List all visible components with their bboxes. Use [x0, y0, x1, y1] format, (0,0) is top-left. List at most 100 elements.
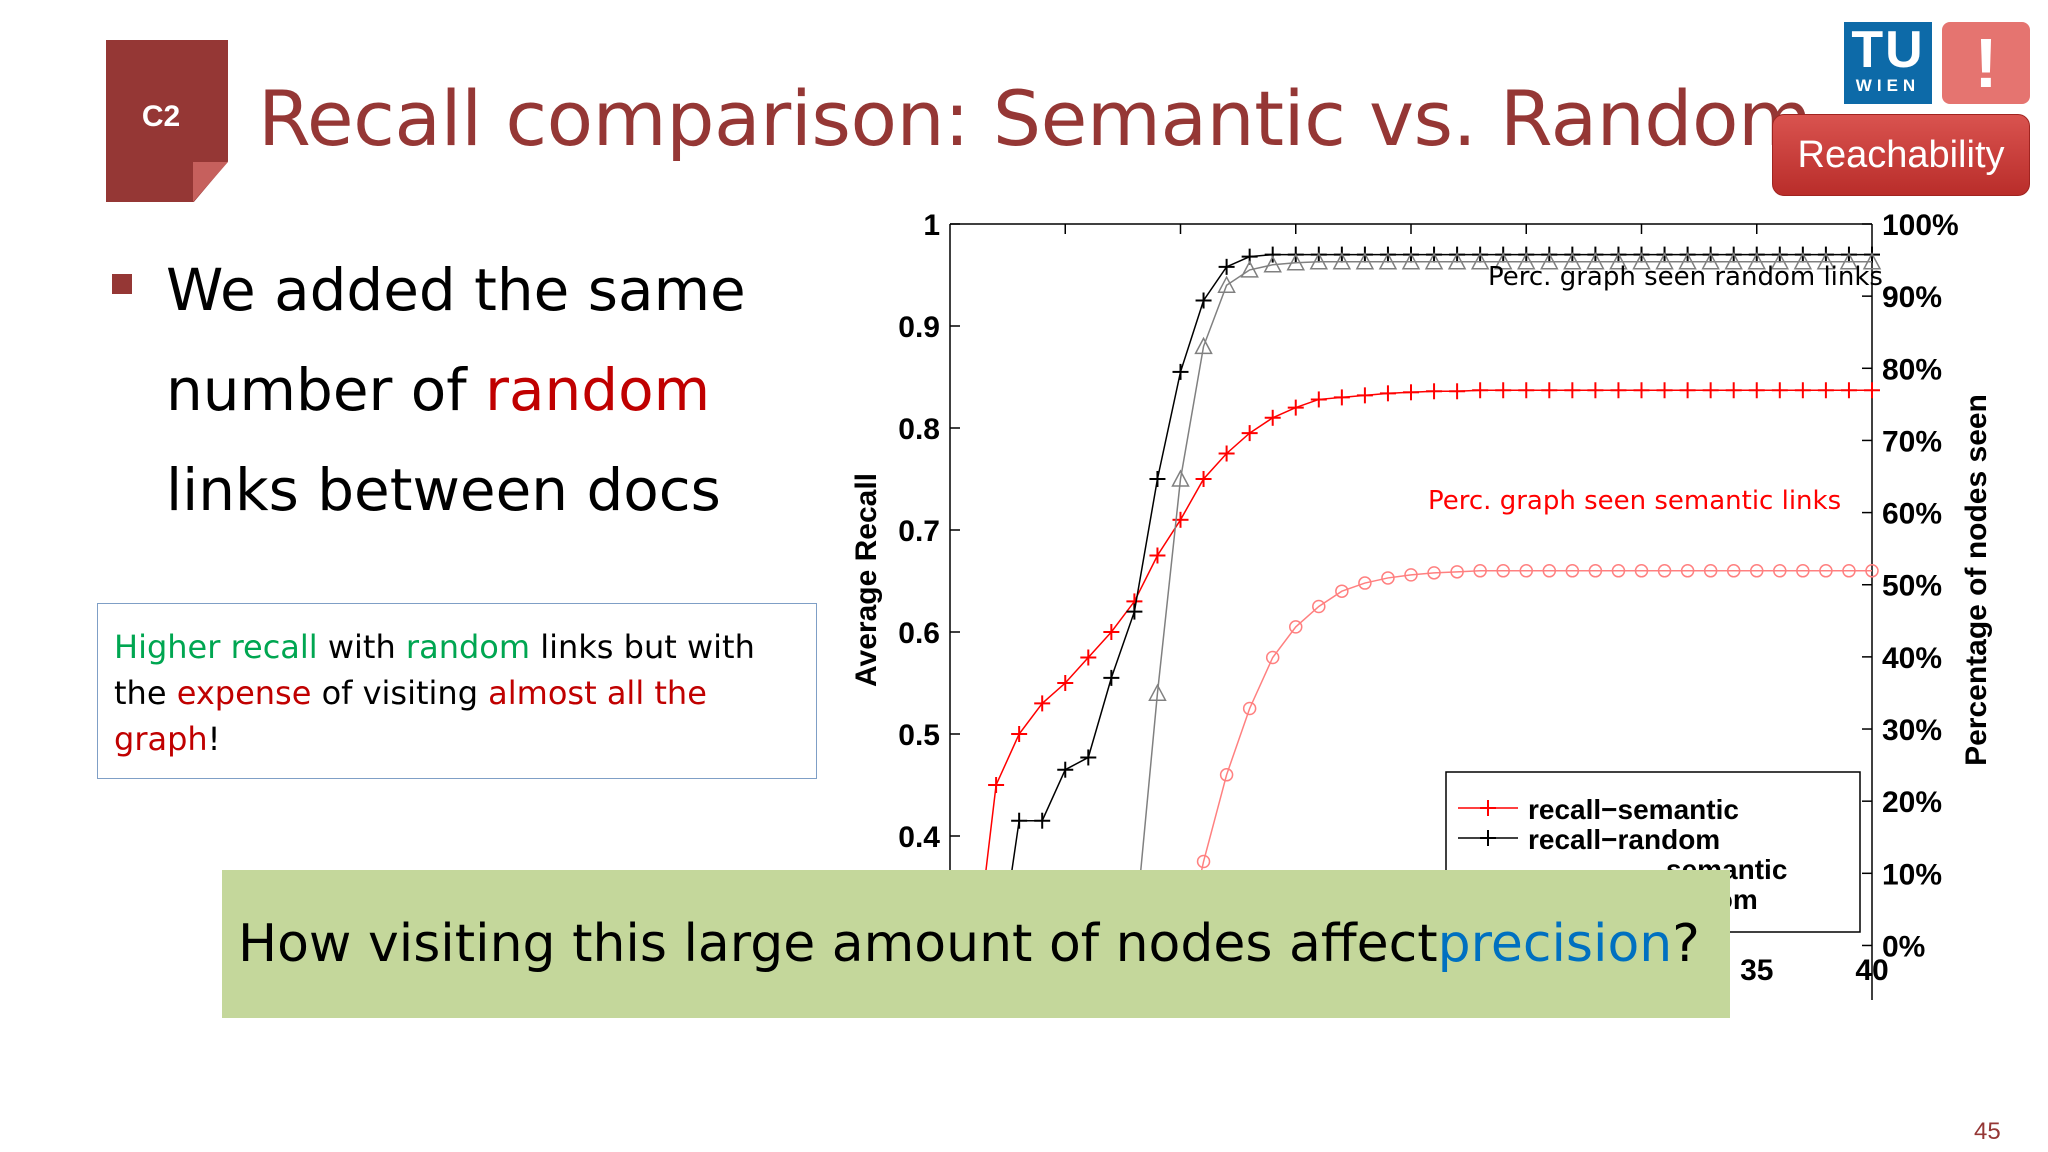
data-point	[1842, 564, 1856, 578]
bullet-marker	[112, 274, 132, 294]
data-point	[1401, 252, 1421, 270]
data-point	[1103, 624, 1120, 640]
data-point	[1495, 382, 1512, 399]
banner-end: ?	[1672, 914, 1700, 974]
data-point	[1011, 812, 1028, 829]
data-point	[1381, 571, 1395, 585]
data-point	[1540, 252, 1559, 270]
data-point	[1264, 246, 1281, 263]
data-point	[1563, 252, 1582, 270]
y2-tick-label: 80%	[1882, 353, 1942, 386]
y-axis-label: Average Recall	[850, 473, 883, 687]
tu-wien-logo: TU WIEN	[1844, 22, 1932, 104]
data-point	[1472, 382, 1489, 399]
y2-axis-label: Percentage of nodes seen	[1960, 394, 1993, 766]
y2-tick-label: 0%	[1882, 930, 1925, 963]
data-point	[1748, 382, 1765, 399]
note-seg6: of visiting	[311, 674, 489, 712]
data-point	[1702, 382, 1719, 399]
data-point	[1172, 363, 1189, 380]
data-point	[1057, 675, 1074, 691]
data-point	[1196, 854, 1211, 869]
data-point	[1263, 255, 1282, 273]
note-seg8: !	[207, 720, 221, 758]
data-point	[988, 777, 1005, 793]
data-point	[1519, 564, 1533, 578]
bullet-highlight: random	[485, 356, 711, 424]
question-banner: How visiting this large amount of nodes …	[222, 870, 1730, 1018]
data-point	[1404, 568, 1418, 582]
y2-tick-label: 20%	[1882, 786, 1942, 819]
legend-marker	[1480, 800, 1496, 816]
data-point	[1518, 382, 1535, 399]
data-point	[1218, 258, 1235, 275]
data-point	[1657, 564, 1672, 578]
data-point	[1217, 275, 1236, 293]
data-point	[1541, 382, 1558, 399]
data-point	[1587, 382, 1604, 399]
data-point	[1171, 469, 1190, 487]
data-point	[1424, 252, 1444, 270]
y-tick-label: 0.5	[898, 719, 940, 752]
data-point	[1678, 252, 1697, 270]
annotation-random: Perc. graph seen random links	[1488, 262, 1883, 292]
bullet-part2: links between docs	[166, 456, 721, 524]
data-point	[1057, 761, 1074, 778]
y-tick-label: 1	[923, 209, 940, 242]
x-tick-label: 35	[1740, 954, 1773, 987]
logo-wien-text: WIEN	[1855, 76, 1921, 95]
data-point	[1542, 564, 1557, 578]
banner-text: How visiting this large amount of nodes …	[238, 914, 1438, 974]
data-point	[1864, 382, 1880, 399]
series-line	[972, 389, 1872, 979]
bullet-part1: We added the same number of	[166, 256, 746, 424]
data-point	[1447, 252, 1467, 270]
data-point	[1358, 576, 1372, 590]
data-point	[1611, 564, 1626, 578]
exclamation-icon: !	[1942, 22, 2030, 104]
series-line	[973, 253, 1872, 980]
data-point	[1724, 252, 1743, 270]
data-point	[1656, 382, 1673, 399]
data-point	[1335, 584, 1349, 598]
data-point	[1703, 564, 1718, 578]
data-point	[1819, 564, 1833, 578]
data-point	[1773, 564, 1787, 578]
data-point	[1240, 260, 1259, 278]
bullet-text: We added the same number of random links…	[166, 240, 846, 540]
data-point	[1265, 650, 1280, 665]
data-point	[1747, 252, 1767, 270]
y2-tick-label: 70%	[1882, 425, 1942, 458]
data-point	[1565, 564, 1580, 578]
y2-tick-label: 50%	[1882, 570, 1942, 603]
data-point	[1034, 695, 1051, 712]
legend-label: recall−semantic	[1528, 794, 1739, 825]
data-point	[1310, 391, 1327, 408]
data-point	[1586, 252, 1605, 270]
y2-tick-label: 10%	[1882, 858, 1942, 891]
data-point	[1309, 252, 1329, 270]
data-point	[1286, 253, 1305, 271]
data-point	[1632, 252, 1651, 270]
note-box: Higher recall with random links but with…	[97, 603, 817, 779]
data-point	[1242, 701, 1257, 716]
y2-tick-label: 90%	[1882, 281, 1942, 314]
y2-tick-label: 100%	[1882, 209, 1959, 242]
data-point	[1679, 382, 1696, 399]
data-point	[1426, 383, 1443, 400]
data-point	[1840, 382, 1857, 399]
data-point	[1149, 547, 1166, 564]
y-tick-label: 0.9	[898, 311, 940, 344]
data-point	[1516, 252, 1536, 270]
section-badge-fold	[193, 162, 228, 202]
series-line	[1133, 260, 1872, 939]
data-point	[1634, 564, 1649, 578]
data-point	[1726, 564, 1741, 578]
data-point	[1655, 252, 1674, 270]
data-point	[1219, 768, 1234, 782]
reachability-button[interactable]: Reachability	[1772, 114, 2030, 196]
data-point	[1312, 599, 1326, 614]
data-point	[1770, 252, 1790, 270]
section-badge-label: C2	[141, 100, 181, 133]
data-point	[1473, 564, 1487, 578]
